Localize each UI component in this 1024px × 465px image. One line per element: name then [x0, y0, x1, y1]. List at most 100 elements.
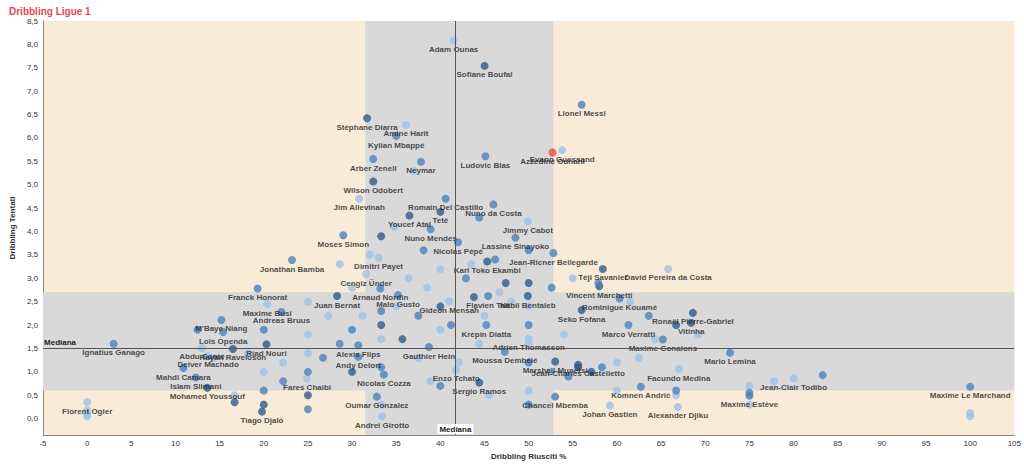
svg-text:100: 100: [963, 439, 977, 448]
svg-text:85: 85: [833, 439, 842, 448]
svg-text:Islam Slimani: Islam Slimani: [170, 382, 221, 391]
svg-text:Wilson Odobert: Wilson Odobert: [344, 186, 404, 195]
svg-text:8,0: 8,0: [27, 40, 39, 49]
svg-text:Krépin Diatta: Krépin Diatta: [461, 330, 511, 339]
svg-text:95: 95: [922, 439, 931, 448]
svg-text:Jonathan Bamba: Jonathan Bamba: [260, 265, 325, 274]
svg-text:45: 45: [480, 439, 489, 448]
svg-text:Mediana: Mediana: [439, 425, 472, 434]
svg-text:1,5: 1,5: [27, 344, 39, 353]
svg-text:Maxime Le Marchand: Maxime Le Marchand: [930, 391, 1011, 400]
svg-text:3,5: 3,5: [27, 250, 39, 259]
svg-text:Florent Ogier: Florent Ogier: [62, 407, 112, 416]
svg-text:Facundo Medina: Facundo Medina: [647, 374, 711, 383]
svg-text:Jean-Ricner Bellegarde: Jean-Ricner Bellegarde: [509, 258, 598, 267]
svg-text:Malo Gusto: Malo Gusto: [376, 300, 420, 309]
svg-text:Marco Verratti: Marco Verratti: [602, 330, 655, 339]
svg-text:Sergio Ramos: Sergio Ramos: [452, 387, 506, 396]
svg-text:15: 15: [215, 439, 224, 448]
svg-text:105: 105: [1008, 439, 1022, 448]
svg-text:Tetê: Tetê: [432, 216, 448, 225]
svg-text:Maxime Estève: Maxime Estève: [721, 400, 779, 409]
svg-text:Juan Bernat: Juan Bernat: [314, 301, 361, 310]
svg-text:Chancel Mbemba: Chancel Mbemba: [522, 401, 588, 410]
svg-text:Gideon Mensah: Gideon Mensah: [419, 306, 479, 315]
svg-text:30: 30: [348, 439, 357, 448]
svg-text:Oumar Gonzalez: Oumar Gonzalez: [345, 401, 408, 410]
svg-text:Nuno Mendes: Nuno Mendes: [404, 234, 457, 243]
svg-text:Andy Delort: Andy Delort: [336, 361, 382, 370]
svg-text:40: 40: [436, 439, 445, 448]
svg-text:Ignatius Ganago: Ignatius Ganago: [82, 348, 145, 357]
svg-text:Nuno da Costa: Nuno da Costa: [465, 209, 522, 218]
svg-text:Nicolas Cozza: Nicolas Cozza: [357, 379, 411, 388]
svg-text:Rominigue Kouamé: Rominigue Kouamé: [582, 303, 658, 312]
svg-text:Neymar: Neymar: [406, 166, 435, 175]
svg-text:Dimitri Payet: Dimitri Payet: [354, 262, 403, 271]
svg-text:Mohamed Youssouf: Mohamed Youssouf: [170, 392, 246, 401]
svg-text:7,5: 7,5: [27, 63, 39, 72]
svg-text:50: 50: [524, 439, 533, 448]
svg-text:M'Baye Niang: M'Baye Niang: [195, 324, 247, 333]
svg-text:25: 25: [303, 439, 312, 448]
svg-text:80: 80: [789, 439, 798, 448]
svg-text:Mediana: Mediana: [44, 338, 77, 347]
svg-text:Jean-Charles Castelletto: Jean-Charles Castelletto: [531, 369, 624, 378]
svg-text:65: 65: [657, 439, 666, 448]
svg-text:5: 5: [129, 439, 134, 448]
svg-text:Andrei Girotto: Andrei Girotto: [355, 421, 409, 430]
svg-text:Amine Harit: Amine Harit: [383, 129, 428, 138]
svg-text:Vitinha: Vitinha: [678, 327, 705, 336]
svg-text:-5: -5: [39, 439, 47, 448]
svg-text:Franck Honorat: Franck Honorat: [228, 293, 287, 302]
svg-text:8,5: 8,5: [27, 17, 39, 26]
svg-text:Gauthier Hein: Gauthier Hein: [403, 352, 456, 361]
svg-text:Dribbling Tentati: Dribbling Tentati: [8, 197, 17, 260]
svg-text:Adam Ounas: Adam Ounas: [429, 45, 479, 54]
svg-text:2,5: 2,5: [27, 297, 39, 306]
svg-text:55: 55: [568, 439, 577, 448]
svg-text:Seko Fofana: Seko Fofana: [558, 315, 606, 324]
svg-text:Jean-Clair Todibo: Jean-Clair Todibo: [760, 383, 827, 392]
svg-text:60: 60: [613, 439, 622, 448]
svg-text:Jimmy Cabot: Jimmy Cabot: [503, 226, 554, 235]
svg-text:Azzedine Ounahi: Azzedine Ounahi: [520, 157, 584, 166]
svg-text:Kylian Mbappé: Kylian Mbappé: [368, 141, 425, 150]
svg-text:Dribbling Ligue 1: Dribbling Ligue 1: [9, 6, 91, 17]
svg-text:Lassine Sinayoko: Lassine Sinayoko: [482, 242, 550, 251]
svg-text:Tiago Djaló: Tiago Djaló: [241, 416, 284, 425]
svg-text:Mario Lemina: Mario Lemina: [704, 357, 756, 366]
svg-text:Sofiane Boufal: Sofiane Boufal: [457, 70, 513, 79]
svg-text:Mahdi Camara: Mahdi Camara: [156, 373, 211, 382]
svg-text:Cengiz Ünder: Cengiz Ünder: [340, 279, 392, 288]
svg-text:Andreas Bruus: Andreas Bruus: [253, 316, 311, 325]
svg-text:35: 35: [392, 439, 401, 448]
svg-text:1,0: 1,0: [27, 367, 39, 376]
svg-text:0: 0: [85, 439, 90, 448]
svg-text:Ronaël Pierre-Gabriel: Ronaël Pierre-Gabriel: [652, 317, 734, 326]
svg-text:2,0: 2,0: [27, 321, 39, 330]
svg-text:Jim Allevinah: Jim Allevinah: [333, 203, 384, 212]
svg-text:4,5: 4,5: [27, 204, 39, 213]
svg-text:0,5: 0,5: [27, 391, 39, 400]
svg-text:Enzo Tchato: Enzo Tchato: [433, 374, 480, 383]
svg-text:Karl Toko Ekambi: Karl Toko Ekambi: [454, 266, 521, 275]
svg-text:Youcef Atal: Youcef Atal: [388, 220, 431, 229]
svg-text:Moussa Dembélé: Moussa Dembélé: [472, 356, 538, 365]
svg-text:10: 10: [171, 439, 180, 448]
svg-text:Dribbling Riusciti %: Dribbling Riusciti %: [491, 452, 567, 461]
svg-text:Johan Gastien: Johan Gastien: [582, 410, 637, 419]
svg-text:5,5: 5,5: [27, 157, 39, 166]
svg-text:3,0: 3,0: [27, 274, 39, 283]
svg-text:Téji Savanier: Téji Savanier: [578, 273, 627, 282]
svg-text:Vincent Marchetti: Vincent Marchetti: [566, 291, 633, 300]
svg-text:David Pereira da Costa: David Pereira da Costa: [625, 273, 713, 282]
svg-text:90: 90: [877, 439, 886, 448]
svg-text:70: 70: [701, 439, 710, 448]
svg-text:Adrien Thomasson: Adrien Thomasson: [492, 343, 565, 352]
svg-text:Arber Zeneli: Arber Zeneli: [350, 164, 397, 173]
svg-text:6,0: 6,0: [27, 133, 39, 142]
svg-text:Alexis Flips: Alexis Flips: [336, 350, 381, 359]
svg-text:Nicolas Pépé: Nicolas Pépé: [433, 247, 483, 256]
svg-text:Loïs Openda: Loïs Openda: [199, 337, 248, 346]
